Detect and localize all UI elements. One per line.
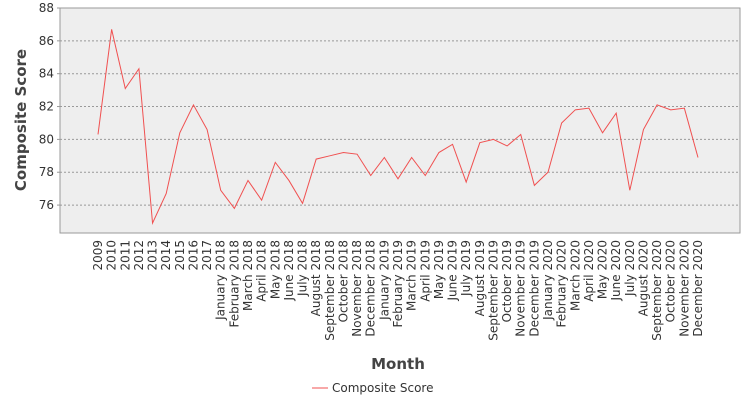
x-tick-label: September 2018 — [323, 240, 337, 341]
x-tick-label: July 2018 — [296, 240, 310, 297]
x-tick-label: October 2018 — [336, 240, 350, 322]
x-tick-label: April 2020 — [582, 240, 596, 302]
x-tick-label: May 2019 — [432, 240, 446, 299]
y-tick-label: 78 — [39, 165, 54, 179]
x-tick-label: 2009 — [91, 240, 105, 271]
x-tick-label: 2017 — [200, 240, 214, 271]
x-tick-label: February 2020 — [555, 240, 569, 328]
y-tick-label: 88 — [39, 1, 54, 15]
x-tick-label: November 2018 — [350, 240, 364, 337]
x-axis-label: Month — [371, 355, 425, 373]
x-tick-label: 2015 — [173, 240, 187, 271]
y-tick-label: 76 — [39, 198, 54, 212]
x-tick-label: July 2019 — [459, 240, 473, 297]
x-tick-label: May 2018 — [268, 240, 282, 299]
x-tick-label: 2011 — [118, 240, 132, 271]
x-tick-label: 2012 — [132, 240, 146, 271]
x-tick-label: October 2019 — [500, 240, 514, 322]
x-tick-label: July 2020 — [623, 240, 637, 297]
x-tick-label: October 2020 — [664, 240, 678, 322]
x-tick-label: March 2019 — [405, 240, 419, 311]
x-tick-label: March 2018 — [241, 240, 255, 311]
x-tick-label: 2016 — [186, 240, 200, 271]
x-tick-label: June 2018 — [282, 240, 296, 302]
x-tick-label: November 2019 — [514, 240, 528, 337]
x-tick-label: 2013 — [146, 240, 160, 271]
x-tick-label: December 2018 — [364, 240, 378, 337]
x-tick-label: November 2020 — [677, 240, 691, 337]
y-tick-label: 86 — [39, 34, 54, 48]
x-tick-label: August 2019 — [473, 240, 487, 316]
x-tick-label: January 2020 — [541, 240, 555, 321]
x-tick-label: January 2018 — [214, 240, 228, 321]
legend-label: Composite Score — [332, 381, 433, 395]
plot-area — [59, 7, 741, 234]
x-tick-label: January 2019 — [377, 240, 391, 321]
y-tick-label: 84 — [39, 67, 54, 81]
x-tick-label: September 2019 — [486, 240, 500, 341]
x-tick-label: December 2020 — [691, 240, 705, 337]
x-tick-label: May 2020 — [596, 240, 610, 299]
x-tick-label: 2010 — [105, 240, 119, 271]
x-tick-label: February 2018 — [227, 240, 241, 328]
x-tick-label: 2014 — [159, 240, 173, 271]
data-line — [97, 29, 699, 226]
y-axis-label: Composite Score — [12, 49, 30, 191]
x-tick-label: June 2020 — [609, 240, 623, 302]
x-tick-label: August 2020 — [636, 240, 650, 316]
x-tick-label: April 2019 — [418, 240, 432, 302]
x-tick-label: August 2018 — [309, 240, 323, 316]
x-tick-label: June 2019 — [446, 240, 460, 302]
x-tick-label: December 2019 — [527, 240, 541, 337]
y-tick-label: 80 — [39, 132, 54, 146]
x-tick-label: February 2019 — [391, 240, 405, 328]
x-tick-label: March 2020 — [568, 240, 582, 311]
y-tick-label: 82 — [39, 100, 54, 114]
x-tick-label: April 2018 — [255, 240, 269, 302]
x-tick-label: September 2020 — [650, 240, 664, 341]
